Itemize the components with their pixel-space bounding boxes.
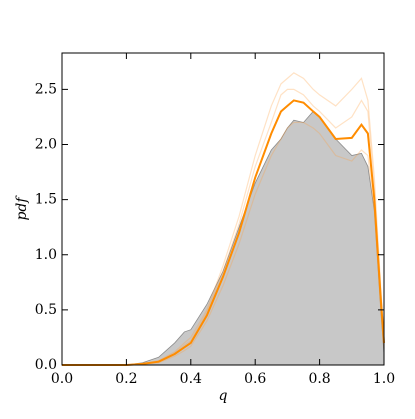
y-tick-label: 0.5 (35, 302, 57, 318)
sample-line (62, 121, 385, 366)
y-tick-label: 1.0 (35, 247, 57, 263)
x-tick-label: 0.4 (180, 371, 202, 387)
x-tick-label: 0.8 (308, 371, 330, 387)
x-tick-label: 1.0 (373, 371, 395, 387)
x-tick-label: 0.6 (244, 371, 266, 387)
x-axis-label: q (219, 388, 228, 404)
y-tick-label: 2.0 (35, 137, 57, 153)
y-tick-label: 1.5 (35, 192, 57, 208)
sample-line (62, 72, 385, 366)
x-tick-label: 0.0 (51, 371, 73, 387)
x-tick-label: 0.2 (115, 371, 137, 387)
area (62, 110, 385, 366)
plot-frame (61, 52, 385, 366)
y-tick-label: 2.5 (35, 81, 57, 97)
y-tick-label: 0.0 (35, 357, 57, 373)
mean-line (62, 99, 385, 366)
y-axis-label: pdf (14, 195, 30, 221)
